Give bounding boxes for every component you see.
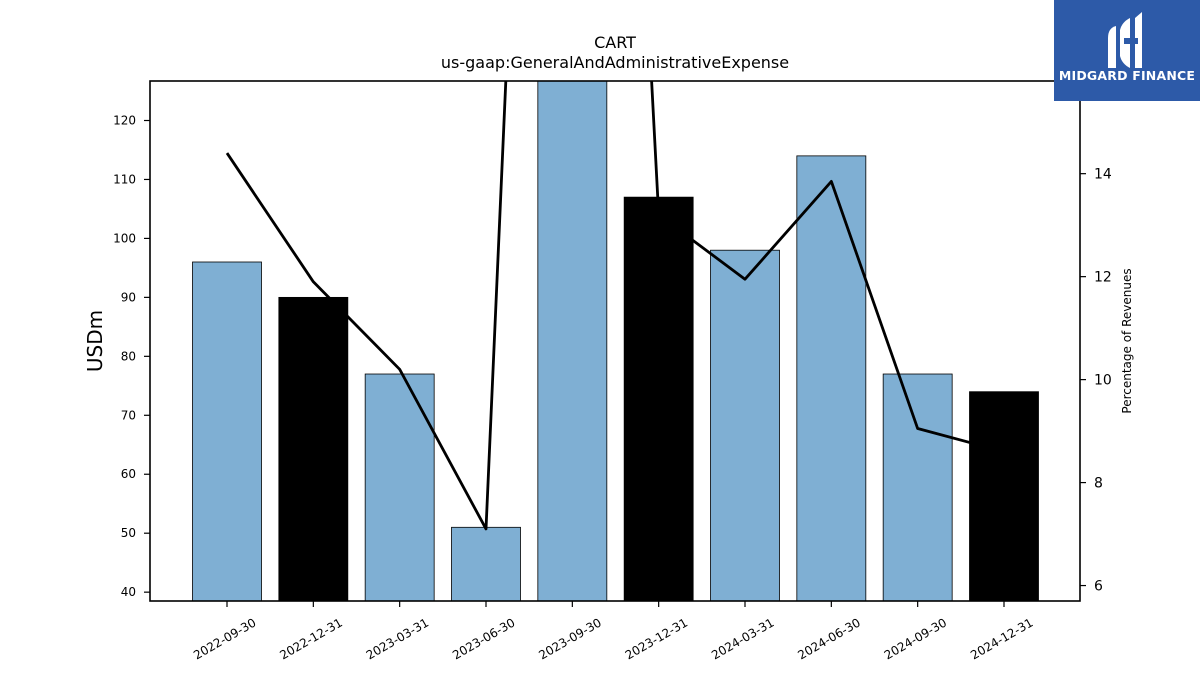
- x-tick-label: 2024-12-31: [968, 615, 1035, 662]
- y-tick-label: 90: [121, 290, 136, 304]
- y-tick-label: 40: [121, 585, 136, 599]
- y2-axis-label: Percentage of Revenues: [1120, 268, 1134, 413]
- y2-tick-label: 14: [1094, 167, 1112, 183]
- x-axis: 2022-09-30 2022-12-31 2023-03-31 2023-06-30…: [191, 601, 1036, 662]
- y-tick-label: 100: [113, 231, 136, 245]
- y2-tick-label: 8: [1094, 476, 1103, 492]
- x-tick-label: 2024-06-30: [795, 615, 862, 662]
- y-tick-label: 120: [113, 114, 136, 128]
- x-tick-label: 2022-12-31: [277, 615, 344, 662]
- bar-2024-06-30: [796, 155, 867, 601]
- y-tick-label: 70: [121, 408, 136, 422]
- y-axis-label: USDm: [83, 310, 107, 372]
- x-tick-label: 2023-06-30: [450, 615, 517, 662]
- y-axis: 40 50 60 70 80 90 100 110 120: [113, 114, 150, 599]
- bar-2023-06-30: [451, 526, 521, 601]
- midgard-logo: MIDGARD FINANCE: [1054, 0, 1200, 101]
- bar-2024-03-31: [710, 249, 780, 601]
- x-tick-label: 2023-09-30: [536, 615, 603, 662]
- bar-2024-12-31: [969, 391, 1039, 601]
- x-tick-label: 2022-09-30: [191, 615, 258, 662]
- bar-2023-12-31: [623, 196, 694, 601]
- x-tick-label: 2023-03-31: [364, 615, 431, 662]
- y-tick-label: 80: [121, 349, 136, 363]
- midgard-logo-icon: [1108, 12, 1142, 68]
- bar-2022-12-31: [278, 296, 349, 601]
- bar-2022-09-30: [192, 261, 262, 601]
- y-tick-label: 110: [113, 172, 136, 186]
- x-tick-label: 2023-12-31: [623, 615, 690, 662]
- chart-title: CART: [594, 33, 636, 52]
- bars-group: [192, 81, 1039, 601]
- y-tick-label: 60: [121, 467, 136, 481]
- y-tick-label: 50: [121, 526, 136, 540]
- y2-tick-label: 12: [1094, 270, 1112, 286]
- x-tick-label: 2024-09-30: [882, 615, 949, 662]
- chart-subtitle: us-gaap:GeneralAndAdministrativeExpense: [441, 53, 789, 72]
- y2-tick-label: 10: [1094, 373, 1112, 389]
- bar-2023-03-31: [364, 373, 435, 601]
- pct-revenue-line: [225, 81, 1005, 531]
- logo-text: MIDGARD FINANCE: [1058, 68, 1196, 83]
- plot-frame: [149, 80, 1081, 602]
- line-group: [225, 81, 1005, 531]
- bar-2024-09-30: [882, 373, 953, 601]
- y2-axis: 6 8 10 12 14: [1080, 167, 1112, 595]
- bar-2023-09-30: [537, 81, 608, 601]
- x-tick-label: 2024-03-31: [709, 615, 776, 662]
- y2-tick-label: 6: [1094, 579, 1103, 595]
